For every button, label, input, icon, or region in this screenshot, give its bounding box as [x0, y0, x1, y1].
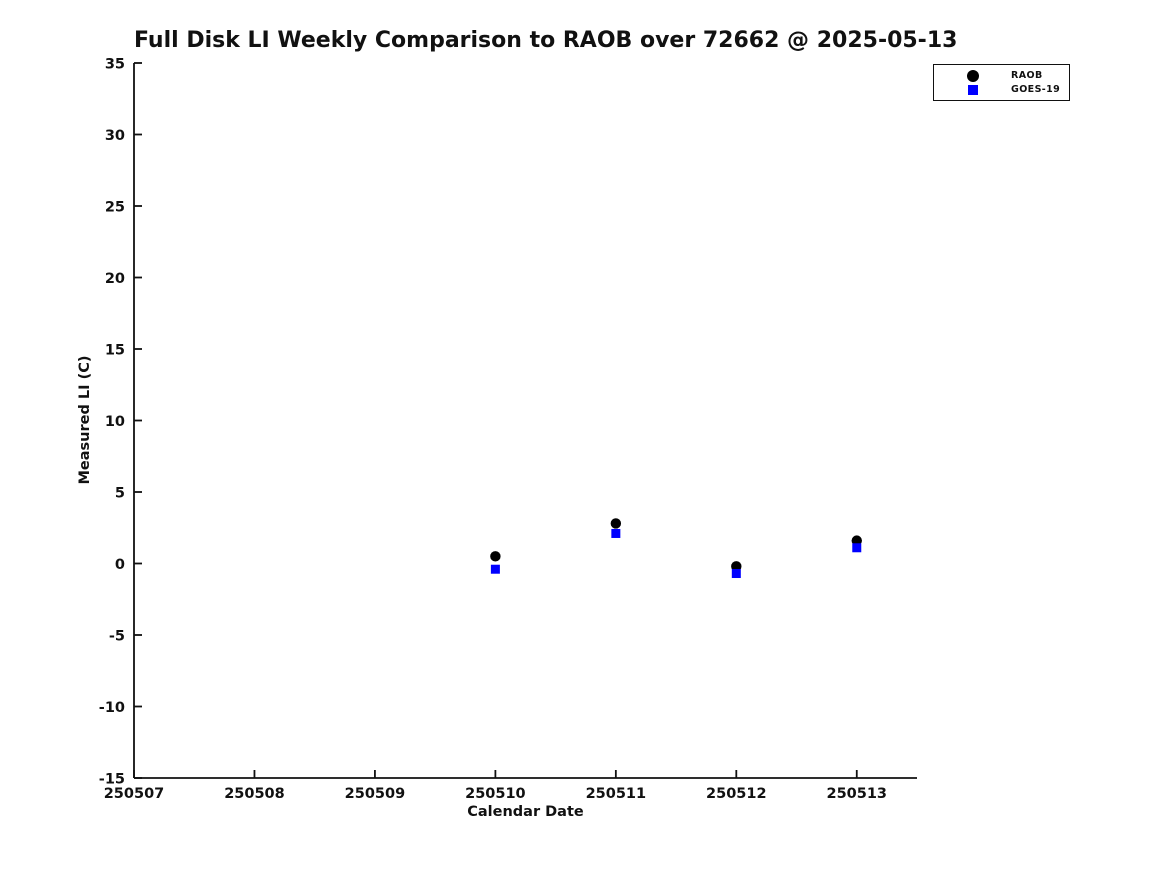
y-tick-label: 30 — [105, 128, 125, 144]
y-tick-label: -5 — [109, 629, 125, 645]
chart-title: Full Disk LI Weekly Comparison to RAOB o… — [134, 28, 958, 53]
raob-point — [851, 535, 862, 546]
y-tick-label: 20 — [105, 271, 125, 287]
raob-point — [731, 561, 742, 572]
y-tick-label: 5 — [115, 486, 125, 502]
x-tick-label: 250513 — [826, 786, 887, 802]
legend-item-goes19: GOES-19 — [934, 83, 1069, 97]
x-tick-label: 250510 — [465, 786, 526, 802]
raob-point — [490, 551, 501, 562]
legend-label-goes19: GOES-19 — [1011, 84, 1061, 95]
goes19-point — [490, 564, 500, 574]
goes19-point — [852, 543, 862, 553]
goes19-point — [731, 569, 741, 579]
raob-circle-marker-icon — [966, 69, 979, 82]
y-axis-label: Measured LI (C) — [77, 355, 93, 485]
y-tick-label: -15 — [99, 772, 125, 788]
x-tick-label: 250507 — [104, 786, 165, 802]
x-tick-label: 250512 — [706, 786, 767, 802]
goes19-square-marker-icon — [967, 84, 978, 95]
y-tick-label: -10 — [99, 700, 125, 716]
y-tick-label: 10 — [105, 414, 125, 430]
x-axis-label: Calendar Date — [467, 804, 584, 820]
x-tick-label: 250508 — [224, 786, 285, 802]
x-tick-label: 250509 — [345, 786, 406, 802]
y-tick-label: 35 — [105, 57, 125, 73]
x-tick-label: 250511 — [586, 786, 647, 802]
goes19-point — [611, 528, 621, 538]
legend-item-raob: RAOB — [934, 69, 1069, 83]
legend-label-raob: RAOB — [1011, 70, 1043, 81]
y-tick-label: 25 — [105, 200, 125, 216]
y-tick-label: 15 — [105, 343, 125, 359]
y-tick-label: 0 — [115, 557, 125, 573]
legend: RAOB GOES-19 — [933, 64, 1070, 101]
legend-marker-cell — [934, 84, 1011, 95]
legend-marker-cell — [934, 69, 1011, 82]
raob-point — [610, 518, 622, 529]
